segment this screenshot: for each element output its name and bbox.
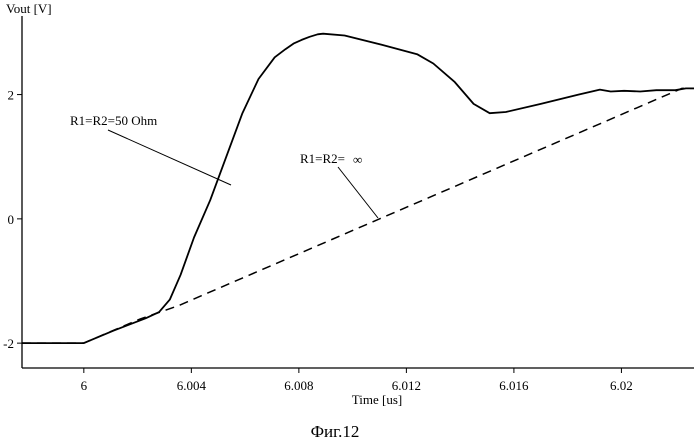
x-tick-label: 6.012	[392, 378, 421, 393]
x-tick-label: 6.008	[284, 378, 313, 393]
axes	[17, 16, 694, 373]
y-tick-label: -2	[3, 336, 14, 351]
labels: 6 6.004 6.008 6.012 6.016 6.02 -2 0 2 Vout [V] Tim…	[3, 1, 633, 441]
annotation-50-ohm: R1=R2=50 Ohm	[70, 113, 157, 128]
series-line-solid	[22, 34, 694, 343]
x-tick-label: 6.02	[610, 378, 633, 393]
annotation-leader-50-ohm	[108, 130, 231, 185]
annotation-infinity: R1=R2=	[300, 151, 345, 166]
x-tick-label: 6.004	[177, 378, 207, 393]
y-tick-label: 0	[8, 212, 15, 227]
figure-caption: Фиг.12	[311, 422, 360, 441]
annotation-leader-infinity	[338, 167, 378, 218]
y-axis-title: Vout [V]	[6, 1, 52, 16]
x-tick-label: 6	[81, 378, 88, 393]
x-tick-label: 6.016	[499, 378, 529, 393]
y-tick-label: 2	[8, 88, 15, 103]
plot-area	[22, 34, 694, 343]
infinity-symbol: ∞	[353, 152, 362, 167]
x-axis-title: Time [us]	[352, 392, 402, 407]
